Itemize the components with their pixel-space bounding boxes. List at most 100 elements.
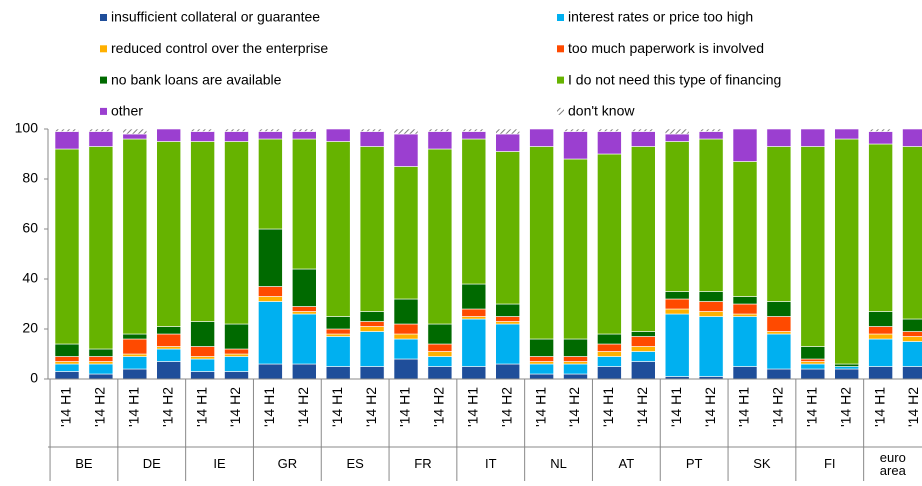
bar-segment [462,367,486,380]
bar-segment [191,347,215,357]
bar-segment [428,367,452,380]
bar-segment [597,367,621,380]
bar-segment [292,132,316,140]
bar-segment [903,342,922,367]
bar-segment [869,339,893,367]
bar-segment [564,339,588,357]
x-tick-label: '14 H1 [397,387,413,427]
legend-swatch [557,45,564,52]
group-label: euro area [864,451,922,477]
bar-segment [631,132,655,147]
x-tick-label: '14 H2 [702,387,718,427]
bar-segment [767,332,791,335]
group-label: ES [321,457,389,470]
group-label: FR [389,457,457,470]
bar-segment [530,364,554,374]
bar-segment [326,334,350,337]
bar-segment [292,269,316,307]
bar-segment [292,364,316,379]
bar-segment [869,312,893,327]
bar-segment [665,134,689,142]
bar-segment [597,132,621,155]
x-tick-label: '14 H2 [837,387,853,427]
bar-segment [191,322,215,347]
bar-segment [123,339,147,354]
bar-segment [530,362,554,365]
bar-segment [597,357,621,367]
bar-segment [597,352,621,357]
bar-segment [462,284,486,309]
bar-segment [903,147,922,320]
bar-segment [123,369,147,379]
bar-segment [733,129,757,162]
x-tick-label: '14 H1 [804,387,820,427]
bar-segment [462,309,486,317]
bar-segment [123,334,147,339]
bar-segment [258,302,282,365]
bar-segment [326,142,350,317]
group-label: PT [660,457,728,470]
bar-segment [55,149,79,344]
bar-segment [428,352,452,357]
bar-segment [394,359,418,379]
bar-segment [394,299,418,324]
x-tick-label: '14 H1 [58,387,74,427]
bar-segment [326,337,350,367]
bar-segment [597,129,621,132]
bar-segment [394,334,418,339]
bar-segment [631,347,655,352]
bar-segment [801,129,825,147]
bar-segment [699,317,723,377]
bar-segment [733,367,757,380]
bar-segment [428,149,452,324]
legend-label: no bank loans are available [111,71,282,87]
bar-segment [530,339,554,357]
bar-segment [665,142,689,292]
bar-segment [767,302,791,317]
bar-segment [89,364,113,374]
bar-segment [157,362,181,380]
bar-segment [157,327,181,335]
bar-segment [496,304,520,317]
bar-segment [733,317,757,367]
x-tick-label: '14 H1 [600,387,616,427]
bar-segment [496,129,520,134]
bar-segment [530,374,554,379]
bar-segment [631,147,655,332]
bar-segment [394,167,418,300]
bar-segment [123,129,147,134]
bar-segment [225,349,249,354]
bar-segment [496,152,520,305]
bar-segment [123,134,147,139]
group-label: GR [253,457,321,470]
x-tick-label: '14 H2 [566,387,582,427]
legend-swatch [557,14,564,21]
x-tick-label: '14 H2 [498,387,514,427]
bar-segment [258,129,282,132]
bar-segment [89,129,113,132]
bar-segment [767,147,791,302]
bar-segment [564,364,588,374]
bar-segment [903,367,922,380]
x-tick-label: '14 H2 [431,387,447,427]
bar-segment [225,132,249,142]
bar-segment [89,357,113,362]
x-tick-label: '14 H2 [770,387,786,427]
bar-segment [225,357,249,372]
bar-segment [496,364,520,379]
bar-segment [665,129,689,134]
bar-segment [89,374,113,379]
bar-segment [89,132,113,147]
bar-segment [462,132,486,140]
x-tick-label: '14 H1 [193,387,209,427]
bar-segment [55,362,79,365]
x-tick-label: '14 H2 [634,387,650,427]
bar-segment [258,287,282,297]
bar-segment [360,367,384,380]
bar-segment [123,139,147,334]
x-tick-label: '14 H2 [363,387,379,427]
bar-segment [801,362,825,365]
y-tick-label: 100 [15,120,39,136]
legend-swatch [100,108,107,115]
bar-segment [258,364,282,379]
